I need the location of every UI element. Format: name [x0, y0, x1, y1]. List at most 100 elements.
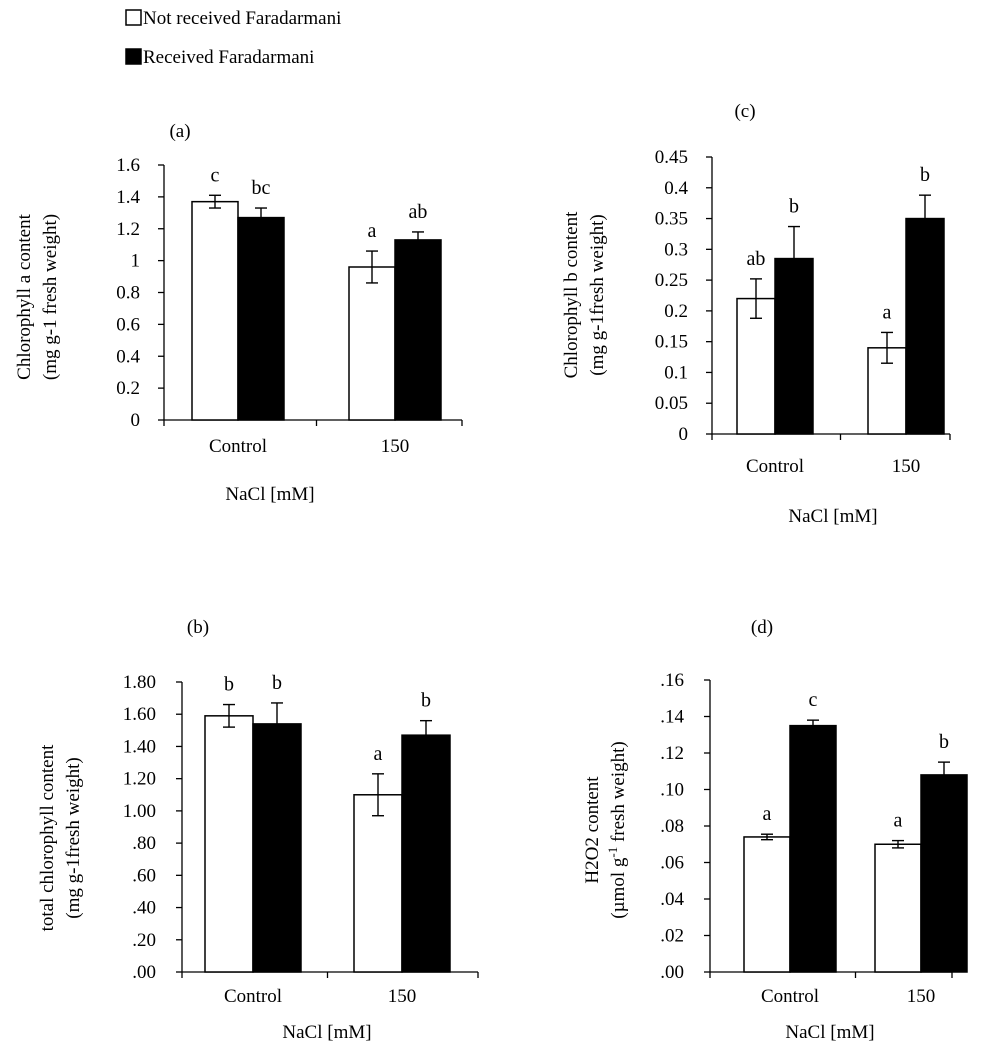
x-tick-label: Control	[209, 436, 267, 457]
significance-letter: b	[421, 690, 431, 712]
bar	[204, 715, 254, 973]
y-tick-label: .00	[660, 962, 684, 983]
y-tick-label: 1	[131, 251, 141, 272]
y-tick-label: 0.4	[664, 178, 688, 199]
y-tick-label: 0.1	[664, 362, 688, 383]
y-axis-label-d-line1: H2O2 content	[582, 776, 603, 884]
plot-c: 0 0.05 0.1 0.15 0.2 0.25 0.3 0.35 0.4 0.45 Control…	[655, 147, 951, 477]
significance-letter: b	[939, 731, 949, 753]
y-tick-label: 1.80	[123, 672, 156, 693]
x-tick-label: 150	[907, 986, 936, 1007]
legend: Not received Faradarmani Received Farada…	[125, 8, 341, 68]
significance-letter: a	[894, 810, 903, 832]
y-tick-label: .10	[660, 780, 684, 801]
y-tick-label: 0.6	[116, 314, 140, 335]
bar	[353, 794, 403, 973]
significance-letter: bc	[252, 177, 271, 199]
panel-d: (d) H2O2 content (µmol g-1 fresh weight)…	[582, 617, 968, 1043]
legend-label-received: Received Faradarmani	[143, 47, 314, 68]
x-axis-label-d: NaCl [mM]	[785, 1022, 874, 1043]
panel-a: (a) Chlorophyll a content (mg g-1 fresh …	[14, 121, 463, 505]
significance-letter: b	[224, 674, 234, 696]
y-tick-label: 1.00	[123, 801, 156, 822]
y-tick-label: 1.6	[116, 155, 140, 176]
y-tick-label: 0.8	[116, 283, 140, 304]
y-tick-label: .06	[660, 853, 684, 874]
y-tick-label: .04	[660, 889, 684, 910]
x-tick-label: 150	[388, 986, 417, 1007]
bar	[348, 266, 396, 421]
panel-b: (b) total chlorophyll content (mg g-1fre…	[37, 617, 479, 1043]
x-tick-label: 150	[892, 456, 921, 477]
plot-b: .00 .20 .40 .60 .80 1.00 1.20 1.40 1.60 1.80 Contr…	[123, 672, 479, 1007]
y-tick-label: 0	[679, 424, 689, 445]
legend-swatch-received	[125, 48, 142, 65]
y-tick-label: 1.40	[123, 736, 156, 757]
x-tick-label: 150	[381, 436, 410, 457]
bar	[743, 836, 791, 973]
panel-label-c: (c)	[734, 101, 755, 122]
y-tick-label: 0.4	[116, 346, 140, 367]
bar	[401, 734, 451, 973]
y-axis-label-a-line2: (mg g-1 fresh weight)	[40, 214, 61, 380]
y-tick-label: 1.4	[116, 187, 140, 208]
y-tick-label: 0.05	[655, 393, 688, 414]
significance-letter: c	[211, 164, 220, 186]
y-tick-label: 0.3	[664, 239, 688, 260]
y-tick-label: .02	[660, 926, 684, 947]
bar	[774, 257, 814, 435]
x-axis-label-a: NaCl [mM]	[225, 484, 314, 505]
y-tick-label: 1.2	[116, 219, 140, 240]
y-tick-label: .40	[132, 898, 156, 919]
significance-letter: ab	[747, 248, 766, 270]
x-axis-label-c: NaCl [mM]	[788, 506, 877, 527]
legend-entry-received: Received Faradarmani	[125, 47, 314, 68]
x-tick-label: Control	[224, 986, 282, 1007]
y-tick-label: .14	[660, 707, 684, 728]
legend-entry-not-received: Not received Faradarmani	[125, 8, 341, 29]
significance-letter: a	[374, 743, 383, 765]
y-tick-label: 0.25	[655, 270, 688, 291]
plot-a: 0 0.2 0.4 0.6 0.8 1 1.2 1.4 1.6 Control 150 c a bc ab	[116, 155, 463, 457]
bar	[237, 216, 285, 421]
bar	[920, 774, 968, 973]
y-tick-label: 0.15	[655, 332, 688, 353]
y-tick-label: .60	[132, 865, 156, 886]
x-axis-label-b: NaCl [mM]	[282, 1022, 371, 1043]
significance-letter: b	[920, 164, 930, 186]
y-tick-label: 0.2	[116, 378, 140, 399]
bar	[394, 239, 442, 421]
significance-letter: b	[272, 672, 282, 694]
panel-label-d: (d)	[751, 617, 773, 638]
bar	[789, 724, 837, 973]
y-tick-label: 0.35	[655, 209, 688, 230]
bar	[252, 723, 302, 973]
y-axis-label-d-line2: (µmol g-1 fresh weight)	[605, 741, 629, 918]
panel-label-b: (b)	[187, 617, 209, 638]
y-tick-label: 1.20	[123, 769, 156, 790]
y-axis-label-a-line1: Chlorophyll a content	[14, 213, 35, 379]
significance-letter: a	[763, 803, 772, 825]
y-tick-label: .00	[132, 962, 156, 983]
y-tick-label: .12	[660, 743, 684, 764]
y-axis-label-c-line1: Chlorophyll b content	[561, 211, 582, 378]
y-tick-label: 1.60	[123, 704, 156, 725]
x-tick-label: Control	[761, 986, 819, 1007]
y-tick-label: 0	[131, 410, 141, 431]
y-tick-label: .08	[660, 816, 684, 837]
significance-letter: a	[368, 220, 377, 242]
y-tick-label: .20	[132, 930, 156, 951]
y-tick-label: 0.2	[664, 301, 688, 322]
bar	[736, 297, 776, 435]
plot-d: .00 .02 .04 .06 .08 .10 .12 .14 .16 Control 150 a a c…	[660, 670, 968, 1007]
y-tick-label: 0.45	[655, 147, 688, 168]
y-axis-label-b-line1: total chlorophyll content	[37, 744, 58, 932]
significance-letter: b	[789, 196, 799, 218]
panel-c: (c) Chlorophyll b content (mg g-1fresh w…	[561, 101, 951, 527]
legend-swatch-not-received	[125, 9, 142, 26]
bar	[874, 843, 922, 973]
panel-label-a: (a)	[169, 121, 190, 142]
y-axis-label-b-line2: (mg g-1fresh weight)	[63, 757, 84, 918]
bar	[191, 200, 239, 421]
